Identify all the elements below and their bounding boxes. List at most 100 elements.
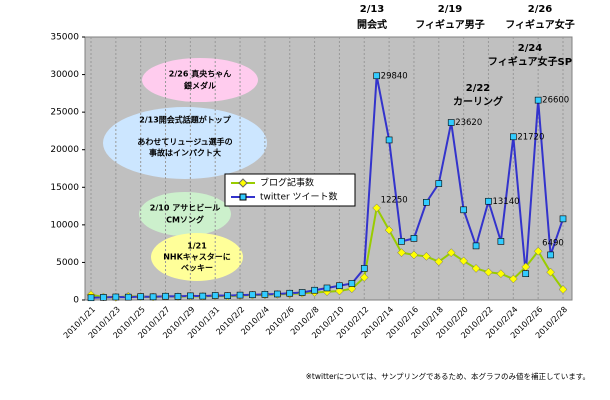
marker [385,136,393,144]
cloud [142,58,258,102]
marker [534,96,542,104]
y-tick-label: 20000 [50,145,79,155]
annotation: 2/26 真央ちゃん [169,69,231,79]
annotation: 2/19 [438,4,463,15]
cloud [103,107,267,179]
marker [497,238,505,245]
annotation: CMソング [166,215,204,225]
marker [496,269,506,279]
annotation: 銀メダル [183,81,216,91]
marker [484,267,493,277]
marker [559,215,567,223]
marker [508,274,518,284]
annotation: 2/22 [466,83,491,94]
legend-label: ブログ記事数 [260,177,314,189]
marker [485,197,492,205]
legend-marker [239,193,247,201]
marker [211,292,219,299]
annotation: フィギュア男子 [415,18,485,31]
marker [522,270,530,278]
annotation: 2/13開会式話題がトップ [139,115,232,125]
annotation: フィギュア女子 [505,18,575,31]
footnote: ※twitterについては、サンプリングであるため、本グラフのみ値を補正していま… [306,371,590,381]
data-label: 13140 [492,197,519,207]
y-tick-label: 30000 [50,70,79,80]
marker [149,293,157,301]
marker [359,273,369,282]
marker [398,238,405,245]
annotation: 開会式 [357,18,387,31]
marker [472,242,480,250]
annotation: ベッキー [181,264,213,273]
annotation: 2/13 [360,4,385,15]
annotation: NHKキャスターに [163,252,231,262]
marker [87,294,95,302]
marker [187,292,194,300]
marker [249,291,256,299]
marker [174,293,182,300]
marker [459,256,468,266]
marker [447,119,455,126]
marker [384,225,394,235]
data-label: 21720 [517,132,544,142]
marker [100,294,107,301]
data-label: 26600 [542,96,569,106]
data-label: 6490 [542,239,564,249]
marker [471,264,481,273]
annotation: 2/26 [528,4,553,15]
y-tick-label: 25000 [50,108,79,118]
legend [224,173,356,207]
marker [124,293,132,301]
annotation: カーリング [453,95,503,108]
annotation: 2/24 [518,43,543,54]
marker [348,280,356,287]
marker [460,206,467,214]
marker [434,257,444,267]
annotation: 1/21 [187,242,207,251]
marker [274,290,281,298]
data-label: 12250 [381,195,408,205]
annotation: 2/10 アサヒビール [150,203,220,213]
marker [409,250,419,260]
y-tick-label: 15000 [50,183,79,193]
y-tick-label: 5000 [56,258,79,268]
marker [112,293,120,301]
marker [373,72,380,80]
legend-label: twitter ツイート数 [260,191,338,203]
marker [311,286,318,294]
annotation: フィギュア女子SP [488,55,572,68]
marker [224,292,231,299]
data-label: 23620 [455,118,482,128]
marker [435,180,443,187]
marker [372,203,382,213]
cloud [139,192,231,236]
cloud [151,233,243,281]
marker [336,282,343,290]
marker [236,291,244,299]
marker [446,248,456,258]
legend-marker [238,178,248,188]
marker [162,292,169,300]
marker [410,235,418,242]
annotation: あわせてリュージュ選手の [137,137,232,147]
marker [547,251,554,259]
data-label: 29840 [381,71,408,81]
marker [533,246,543,256]
marker [286,289,294,297]
marker [397,248,406,258]
marker [261,291,269,298]
marker [423,199,430,206]
y-tick-label: 10000 [50,220,79,230]
marker [558,285,568,294]
y-tick-label: 35000 [50,33,79,43]
annotation: 事故はインパクト大 [149,148,221,158]
marker [199,292,207,300]
marker [422,252,431,261]
marker [137,293,144,300]
marker [323,284,331,292]
marker [360,265,368,272]
y-tick-label: 0 [73,296,79,306]
marker [546,267,555,277]
marker [298,289,306,296]
